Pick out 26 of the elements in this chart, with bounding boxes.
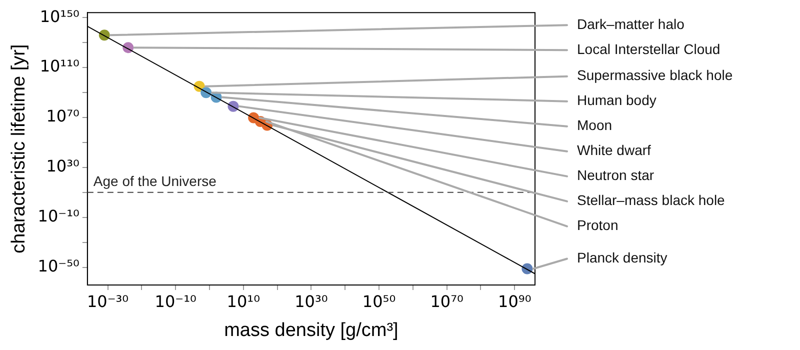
annotation: White dwarf	[577, 142, 652, 158]
x-tick-label: 10⁻³⁰	[86, 292, 129, 311]
annotation: Human body	[577, 92, 656, 108]
annotation: Planck density	[577, 250, 668, 266]
annotation: Supermassive black hole	[577, 67, 733, 84]
annotation: Dark–matter halo	[577, 16, 685, 32]
y-tick-label: 10⁻¹⁰	[38, 206, 80, 226]
annotation: Local Interstellar Cloud	[577, 40, 720, 57]
x-tick-label: 10⁷⁰	[430, 292, 464, 311]
y-tick-label: 10¹¹⁰	[40, 56, 80, 76]
ref-line-label: Age of the Universe	[93, 173, 217, 190]
y-tick-label: 10⁻⁵⁰	[38, 256, 80, 276]
x-tick-label: 10¹⁰	[226, 292, 260, 311]
x-tick-label: 10³⁰	[294, 292, 328, 311]
annotation: Stellar–mass black hole	[577, 192, 726, 208]
x-tick-label: 10⁹⁰	[498, 292, 532, 311]
y-tick-label: 10¹⁵⁰	[40, 6, 80, 26]
annotation: Moon	[577, 117, 612, 134]
x-tick-label: 10⁻¹⁰	[154, 292, 196, 311]
x-axis-title: mass density [g/cm³]	[224, 320, 398, 341]
annotation: Proton	[577, 217, 618, 234]
y-tick-label: 10³⁰	[46, 156, 80, 176]
annotation: Neutron star	[577, 167, 654, 184]
y-tick-label: 10⁷⁰	[46, 106, 80, 126]
y-axis-title: characteristic lifetime [yr]	[8, 44, 30, 254]
x-tick-label: 10⁵⁰	[362, 292, 396, 311]
